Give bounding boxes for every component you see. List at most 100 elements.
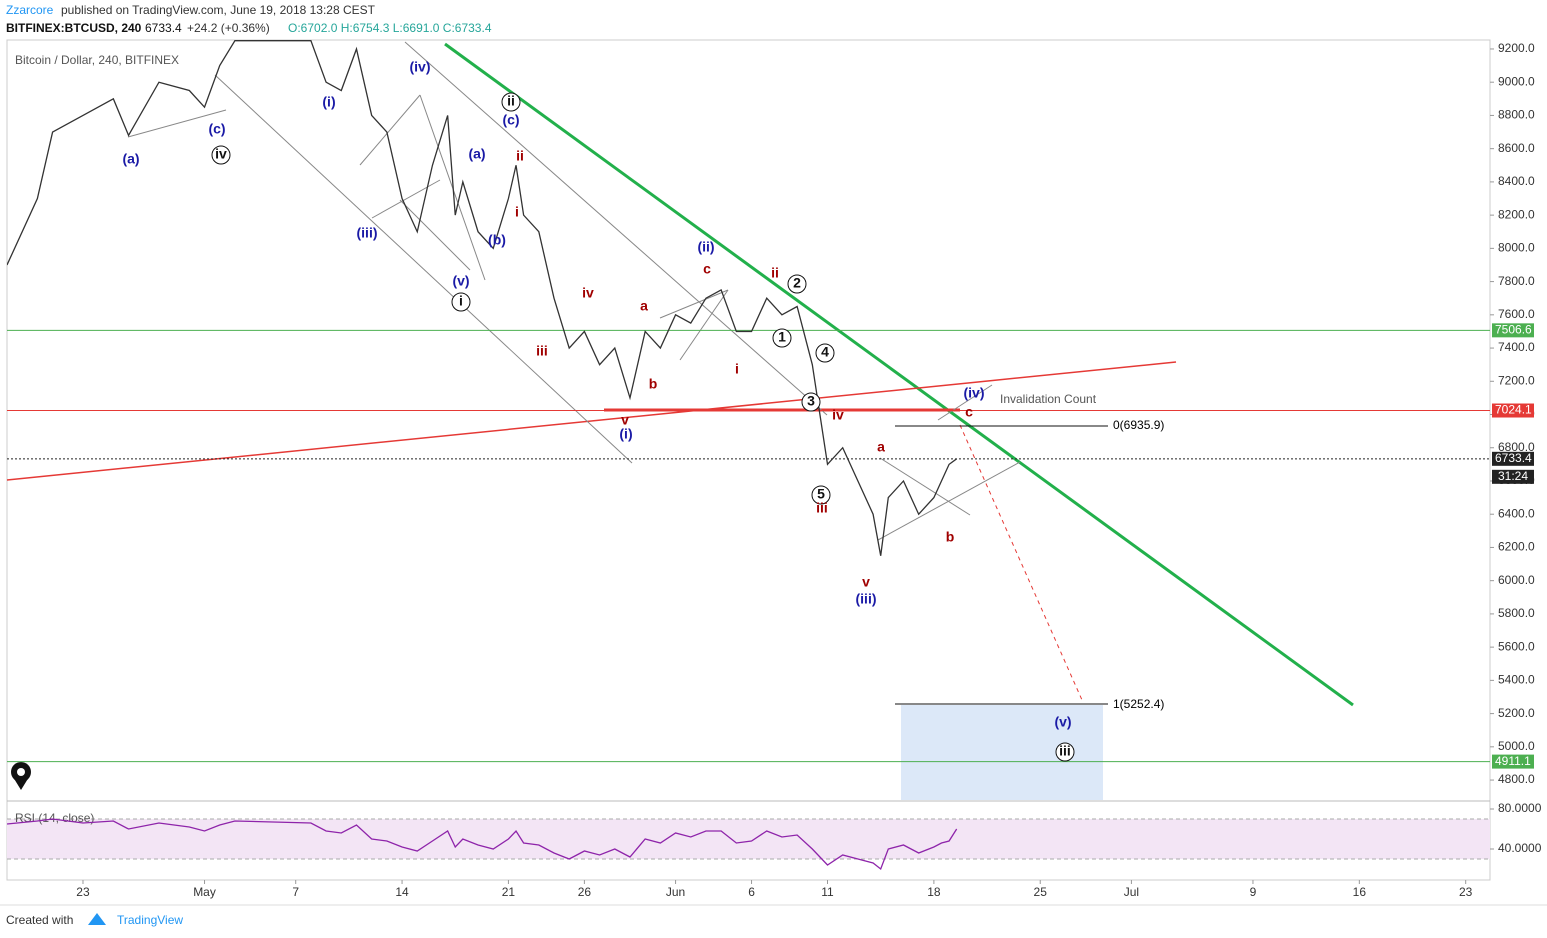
x-tick-label: 26	[578, 885, 592, 899]
channel	[404, 41, 828, 416]
wave-label: (i)	[322, 94, 335, 110]
wave-circle	[772, 328, 792, 348]
level-tag	[1492, 403, 1534, 418]
wave-label: b	[649, 376, 658, 392]
y-tick-label: 9000.0	[1498, 74, 1535, 88]
wave-label: iii	[1059, 743, 1071, 759]
x-tick-label: 18	[927, 885, 941, 899]
channel	[877, 461, 1021, 541]
y-tick-label: 8200.0	[1498, 207, 1535, 221]
y-tick-label: 6400.0	[1498, 506, 1535, 520]
level-label: 7506.6	[1495, 323, 1532, 337]
wave-label: 5	[817, 486, 825, 502]
trend-line	[444, 42, 1354, 707]
pin-icon	[11, 762, 31, 790]
wave-label: v	[621, 412, 629, 428]
y-tick-label: 5200.0	[1498, 706, 1535, 720]
channel	[679, 289, 729, 361]
level-tag	[1492, 451, 1534, 466]
x-tick-label: 14	[395, 885, 409, 899]
x-tick-label: 11	[821, 885, 834, 899]
wave-label: a	[640, 298, 648, 314]
wave-label: (ii)	[697, 239, 714, 255]
fib-label: 1(5252.4)	[1113, 697, 1164, 711]
wave-circle	[1055, 742, 1075, 762]
x-tick-label: 6	[748, 885, 755, 899]
channel	[359, 94, 421, 166]
plot	[7, 40, 1490, 763]
wave-label: ii	[771, 265, 779, 281]
x-tick-label: 25	[1034, 885, 1048, 899]
wave-circle	[501, 92, 521, 112]
frame	[6, 39, 1491, 881]
level-tag	[1492, 323, 1534, 338]
channel	[399, 199, 471, 271]
wave-label: ii	[516, 148, 524, 164]
wave-label: b	[946, 529, 955, 545]
fib-label: 0(6935.9)	[1113, 418, 1164, 432]
series-legend: Bitcoin / Dollar, 240, BITFINEX	[15, 53, 179, 67]
wave-circle	[815, 343, 835, 363]
wave-label: 1	[778, 329, 786, 345]
wave-label: i	[515, 204, 519, 220]
level-label: 7024.1	[1495, 403, 1532, 417]
y-tick-label: 4800.0	[1498, 772, 1535, 786]
wave-circle	[801, 392, 821, 412]
countdown-tag	[1492, 469, 1534, 484]
x-tick-label: 9	[1250, 885, 1257, 899]
x-tick-label: 23	[76, 885, 90, 899]
plot	[7, 818, 958, 871]
wave-label: (iv)	[964, 385, 985, 401]
brand-icon	[88, 913, 106, 925]
countdown: 31:24	[1498, 469, 1528, 483]
wave-label: c	[703, 261, 711, 277]
wave-label: (a)	[468, 146, 485, 162]
y-tick-label: 6200.0	[1498, 540, 1535, 554]
wave-label: (iv)	[410, 59, 431, 75]
x-tick-label: 21	[502, 885, 516, 899]
wave-label: (c)	[208, 121, 225, 137]
wave-label: 4	[821, 344, 829, 360]
invalidation-note: Invalidation Count	[1000, 392, 1097, 406]
wave-label: (iii)	[357, 225, 378, 241]
last-price: 6733.4	[145, 21, 182, 35]
x-tick-label: 16	[1353, 885, 1367, 899]
y-tick-label: 5000.0	[1498, 739, 1535, 753]
wave-label: i	[459, 293, 463, 309]
wave-label: (iii)	[856, 591, 877, 607]
channel	[659, 289, 729, 319]
wave-circle	[451, 292, 471, 312]
y-tick-label: 6800.0	[1498, 440, 1535, 454]
y-tick-label: 8000.0	[1498, 241, 1535, 255]
y-tick-label: 80.0000	[1498, 801, 1542, 815]
y-tick-label: 7800.0	[1498, 274, 1535, 288]
wave-label: (c)	[502, 112, 519, 128]
wave-label: iv	[215, 146, 227, 162]
y-tick-label: 6000.0	[1498, 573, 1535, 587]
y-tick-label: 7200.0	[1498, 373, 1535, 387]
change: +24.2 (+0.36%)	[187, 21, 270, 35]
wave-label: (v)	[452, 273, 469, 289]
y-tick-label: 9200.0	[1498, 41, 1535, 55]
y-tick-label: 5800.0	[1498, 606, 1535, 620]
x-tick-label: 7	[292, 885, 299, 899]
rsi-band	[7, 819, 1490, 859]
wave-label: v	[862, 574, 870, 590]
channel	[371, 179, 441, 219]
wave-label: (a)	[122, 151, 139, 167]
wave-label: iv	[582, 285, 594, 301]
x-tick-label: May	[193, 885, 216, 899]
level-label: 6733.4	[1495, 451, 1532, 465]
x-tick-label: 23	[1459, 885, 1473, 899]
footer-text: Created with	[6, 913, 73, 927]
brand[interactable]: TradingView	[117, 913, 183, 927]
wave-label: (b)	[488, 232, 506, 248]
wave-label: (v)	[1054, 714, 1071, 730]
wave-label: c	[965, 404, 973, 420]
y-tick-label: 8600.0	[1498, 141, 1535, 155]
y-tick-label: 5600.0	[1498, 639, 1535, 653]
x-tick-label: Jul	[1124, 885, 1139, 899]
drawings	[7, 41, 1354, 707]
projection	[959, 424, 1083, 701]
